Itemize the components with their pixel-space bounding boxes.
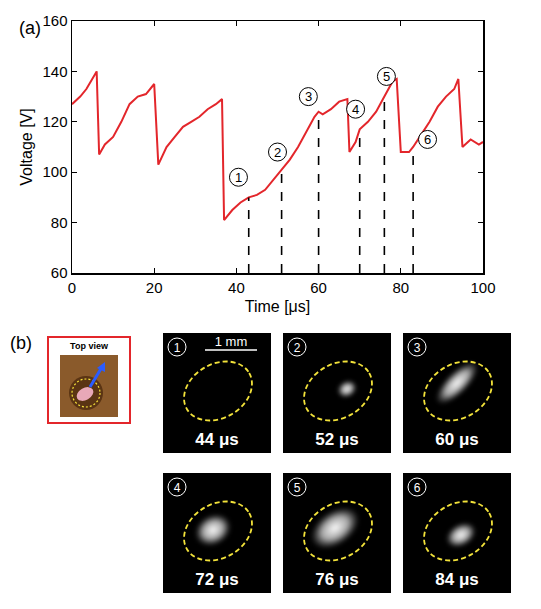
svg-text:2: 2 — [274, 145, 281, 160]
svg-text:72 μs: 72 μs — [195, 570, 239, 589]
svg-text:140: 140 — [42, 63, 67, 80]
svg-text:40: 40 — [228, 279, 245, 296]
svg-text:4: 4 — [352, 102, 359, 117]
svg-text:4: 4 — [174, 481, 181, 495]
svg-text:5: 5 — [383, 69, 390, 84]
svg-text:1: 1 — [174, 341, 181, 355]
svg-text:Top view: Top view — [70, 341, 109, 351]
svg-text:60: 60 — [51, 264, 68, 281]
svg-text:76 μs: 76 μs — [315, 570, 359, 589]
svg-text:Time [μs]: Time [μs] — [245, 298, 311, 315]
svg-text:(a): (a) — [19, 18, 41, 38]
svg-text:84 μs: 84 μs — [435, 570, 479, 589]
svg-text:60: 60 — [310, 279, 327, 296]
svg-text:0: 0 — [68, 279, 76, 296]
svg-text:1: 1 — [235, 170, 242, 185]
svg-text:3: 3 — [305, 89, 312, 104]
svg-text:2: 2 — [294, 341, 301, 355]
svg-text:1 mm: 1 mm — [215, 334, 248, 349]
svg-text:6: 6 — [424, 132, 431, 147]
svg-text:44 μs: 44 μs — [195, 430, 239, 449]
svg-text:5: 5 — [294, 481, 301, 495]
svg-text:Voltage [V]: Voltage [V] — [18, 108, 35, 185]
svg-text:120: 120 — [42, 113, 67, 130]
svg-text:3: 3 — [414, 341, 421, 355]
svg-text:52 μs: 52 μs — [315, 430, 359, 449]
svg-text:80: 80 — [51, 214, 68, 231]
svg-text:60 μs: 60 μs — [435, 430, 479, 449]
svg-text:20: 20 — [146, 279, 163, 296]
svg-text:80: 80 — [392, 279, 409, 296]
svg-text:6: 6 — [414, 481, 421, 495]
svg-text:160: 160 — [42, 12, 67, 29]
svg-text:100: 100 — [470, 279, 495, 296]
svg-text:(b): (b) — [10, 333, 32, 353]
svg-text:100: 100 — [42, 163, 67, 180]
